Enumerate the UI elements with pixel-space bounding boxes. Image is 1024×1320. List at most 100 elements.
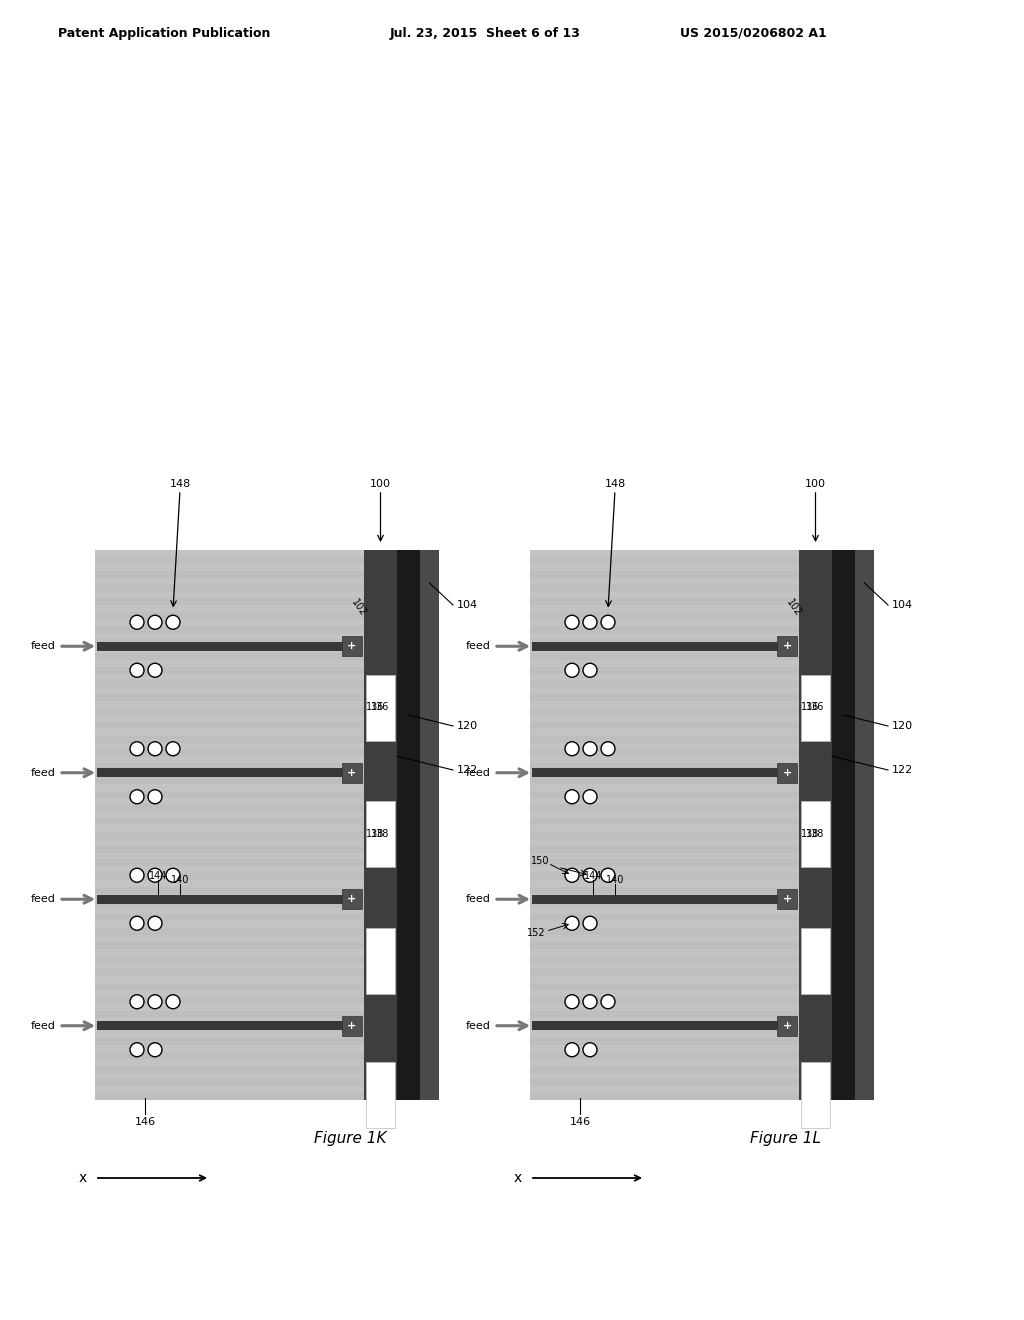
- Bar: [95, 770, 364, 777]
- Text: 140: 140: [606, 875, 625, 886]
- Text: +: +: [782, 1020, 792, 1031]
- Bar: [95, 942, 364, 949]
- Bar: [366, 928, 395, 994]
- Circle shape: [148, 995, 162, 1008]
- Text: 144: 144: [584, 871, 602, 882]
- Bar: [530, 900, 799, 908]
- Bar: [530, 1024, 799, 1031]
- Text: 104: 104: [892, 601, 913, 610]
- Bar: [530, 701, 799, 708]
- Bar: [530, 949, 799, 956]
- Text: 140: 140: [171, 875, 189, 886]
- Bar: [95, 564, 364, 570]
- Bar: [530, 688, 799, 694]
- Bar: [530, 598, 799, 605]
- Circle shape: [583, 869, 597, 882]
- Bar: [95, 667, 364, 673]
- Text: Jul. 23, 2015  Sheet 6 of 13: Jul. 23, 2015 Sheet 6 of 13: [390, 26, 581, 40]
- Bar: [95, 977, 364, 983]
- Bar: [532, 642, 797, 651]
- Bar: [530, 564, 799, 570]
- Bar: [777, 636, 797, 656]
- Bar: [95, 763, 364, 770]
- Bar: [95, 838, 364, 846]
- Circle shape: [565, 615, 579, 630]
- Bar: [530, 846, 799, 853]
- Bar: [95, 969, 364, 977]
- Bar: [95, 688, 364, 694]
- Circle shape: [583, 742, 597, 756]
- Bar: [530, 729, 799, 735]
- Bar: [530, 735, 799, 742]
- Bar: [420, 550, 439, 1100]
- Text: feed: feed: [31, 768, 56, 777]
- Bar: [95, 797, 364, 804]
- Circle shape: [148, 789, 162, 804]
- Bar: [530, 1080, 799, 1086]
- Bar: [95, 915, 364, 921]
- Bar: [530, 1031, 799, 1038]
- Bar: [530, 1072, 799, 1080]
- Bar: [530, 763, 799, 770]
- Bar: [530, 673, 799, 681]
- Bar: [95, 866, 364, 873]
- Text: 104: 104: [457, 601, 478, 610]
- Text: 120: 120: [457, 721, 478, 731]
- Bar: [95, 570, 364, 578]
- Bar: [95, 894, 364, 900]
- Circle shape: [130, 995, 144, 1008]
- Text: Patent Application Publication: Patent Application Publication: [58, 26, 270, 40]
- Bar: [95, 880, 364, 887]
- Bar: [530, 605, 799, 612]
- Bar: [530, 1059, 799, 1065]
- Bar: [530, 990, 799, 997]
- Bar: [530, 557, 799, 564]
- Circle shape: [601, 742, 615, 756]
- Bar: [95, 1003, 364, 1011]
- Text: +: +: [782, 768, 792, 777]
- Bar: [366, 801, 395, 867]
- Text: 136: 136: [806, 702, 824, 713]
- Circle shape: [166, 615, 180, 630]
- Bar: [95, 1093, 364, 1100]
- Bar: [95, 619, 364, 626]
- Bar: [801, 1061, 830, 1127]
- Bar: [530, 619, 799, 626]
- Bar: [95, 605, 364, 612]
- Bar: [95, 598, 364, 605]
- Bar: [530, 797, 799, 804]
- Bar: [530, 784, 799, 791]
- Bar: [530, 838, 799, 846]
- Bar: [532, 768, 797, 777]
- Bar: [530, 908, 799, 915]
- Text: 148: 148: [604, 479, 626, 488]
- Bar: [532, 895, 797, 904]
- Bar: [95, 673, 364, 681]
- Bar: [95, 639, 364, 647]
- Bar: [530, 859, 799, 866]
- Bar: [95, 777, 364, 784]
- Circle shape: [583, 789, 597, 804]
- Bar: [95, 997, 364, 1003]
- Bar: [366, 675, 395, 741]
- Bar: [95, 1011, 364, 1018]
- Bar: [95, 873, 364, 880]
- Bar: [95, 956, 364, 962]
- Bar: [530, 750, 799, 756]
- Circle shape: [583, 916, 597, 931]
- Text: 146: 146: [569, 1117, 591, 1127]
- Bar: [342, 636, 362, 656]
- Bar: [95, 1086, 364, 1093]
- Text: x: x: [514, 1171, 522, 1185]
- Text: feed: feed: [466, 768, 490, 777]
- Circle shape: [148, 742, 162, 756]
- Bar: [530, 983, 799, 990]
- Bar: [530, 853, 799, 859]
- Circle shape: [166, 995, 180, 1008]
- Bar: [342, 890, 362, 909]
- Bar: [95, 742, 364, 750]
- Bar: [530, 681, 799, 688]
- Bar: [342, 1016, 362, 1036]
- Bar: [530, 997, 799, 1003]
- Bar: [95, 846, 364, 853]
